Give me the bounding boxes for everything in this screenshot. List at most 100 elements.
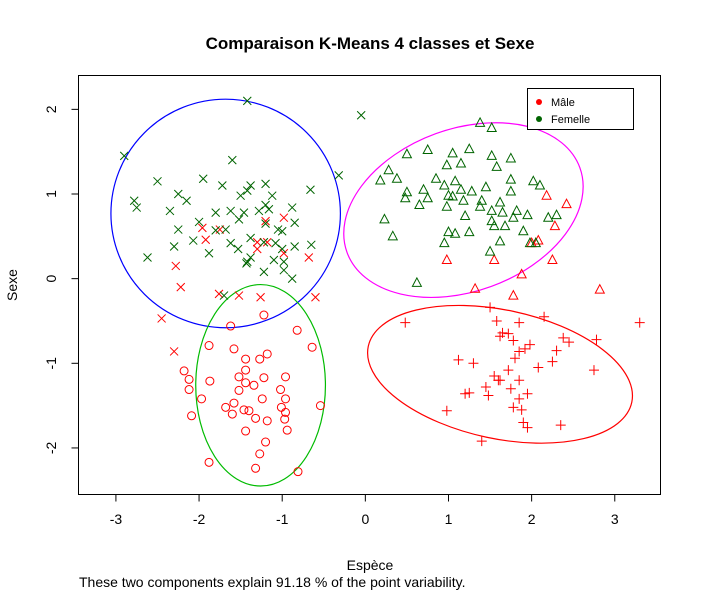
- point-male-36: [179, 366, 189, 376]
- point-female-102: [443, 226, 454, 237]
- point-male-65: [261, 437, 271, 447]
- point-male-95: [489, 370, 500, 381]
- point-female-90: [474, 200, 486, 211]
- x-tick-label: -1: [276, 511, 289, 527]
- point-female-23: [194, 217, 204, 227]
- point-female-9: [261, 179, 270, 189]
- point-female-92: [486, 204, 498, 215]
- point-male-110: [522, 422, 533, 433]
- point-female-28: [211, 226, 221, 235]
- point-female-47: [242, 259, 251, 268]
- point-female-105: [488, 220, 500, 231]
- point-male-37: [241, 365, 251, 375]
- point-male-73: [485, 302, 496, 313]
- y-tick-label: -1: [43, 357, 59, 370]
- point-female-29: [221, 225, 231, 234]
- point-female-2: [227, 155, 237, 165]
- point-male-23: [441, 253, 453, 265]
- point-male-20: [541, 189, 552, 200]
- point-female-61: [401, 148, 413, 159]
- point-female-91: [459, 209, 471, 221]
- point-female-74: [401, 186, 413, 197]
- point-female-69: [430, 172, 442, 183]
- cluster-ellipse-1: [110, 98, 342, 329]
- point-male-19: [516, 268, 527, 279]
- point-male-81: [524, 339, 535, 350]
- point-male-6: [262, 237, 272, 247]
- point-male-76: [514, 317, 525, 328]
- point-male-102: [460, 388, 471, 399]
- cluster-ellipses: [110, 98, 634, 487]
- point-female-71: [505, 173, 517, 184]
- point-male-98: [468, 358, 479, 369]
- point-female-77: [455, 183, 467, 194]
- point-male-0: [279, 213, 289, 223]
- point-male-109: [518, 417, 529, 428]
- point-female-111: [530, 237, 542, 248]
- point-male-50: [257, 394, 267, 404]
- point-male-83: [539, 311, 550, 322]
- point-female-64: [383, 164, 394, 175]
- point-male-32: [307, 342, 317, 352]
- point-male-108: [516, 404, 527, 415]
- legend-female-marker: [536, 116, 542, 122]
- point-female-38: [169, 242, 179, 251]
- point-male-2: [198, 223, 207, 233]
- point-female-43: [143, 253, 152, 262]
- point-male-104: [505, 383, 516, 394]
- point-female-94: [497, 206, 508, 217]
- point-female-32: [188, 236, 198, 245]
- point-female-21: [239, 208, 249, 217]
- point-male-55: [227, 409, 237, 419]
- point-female-54: [356, 110, 366, 120]
- point-male-1: [261, 216, 270, 226]
- point-male-60: [251, 413, 261, 423]
- cluster-ellipse-3: [195, 283, 327, 487]
- point-female-44: [246, 253, 255, 262]
- point-male-47: [276, 385, 286, 395]
- point-male-41: [241, 378, 251, 388]
- point-female-24: [234, 215, 244, 224]
- data-points: [119, 96, 645, 477]
- point-female-57: [463, 143, 475, 154]
- x-axis: -3 -2 -1 0 1 2 3: [110, 494, 619, 527]
- point-male-54: [244, 406, 254, 416]
- point-female-72: [527, 175, 539, 186]
- point-male-33: [262, 349, 272, 359]
- point-female-106: [499, 220, 511, 231]
- point-male-5: [171, 261, 181, 271]
- point-female-50: [287, 274, 297, 284]
- point-female-112: [484, 245, 496, 256]
- point-female-114: [306, 185, 315, 195]
- point-female-11: [182, 196, 191, 206]
- point-male-103: [464, 387, 475, 398]
- point-female-76: [438, 179, 450, 190]
- point-female-19: [287, 203, 297, 212]
- x-tick-label: -3: [110, 511, 123, 527]
- legend-female-label: Femelle: [551, 114, 590, 126]
- point-female-31: [277, 226, 287, 236]
- point-female-107: [517, 225, 529, 236]
- point-male-17: [532, 234, 544, 245]
- point-female-78: [466, 185, 478, 196]
- point-female-109: [494, 235, 506, 246]
- point-male-52: [315, 401, 325, 411]
- point-female-83: [443, 189, 454, 200]
- point-female-26: [290, 218, 300, 228]
- point-male-62: [280, 414, 290, 424]
- point-male-14: [157, 314, 166, 323]
- point-female-22: [254, 206, 264, 216]
- point-female-18: [264, 204, 274, 214]
- point-male-84: [551, 345, 562, 356]
- point-male-77: [503, 328, 514, 339]
- point-male-12: [214, 289, 224, 299]
- point-male-22: [561, 198, 572, 209]
- point-male-25: [547, 253, 558, 265]
- point-female-65: [441, 159, 453, 170]
- point-female-6: [217, 181, 227, 190]
- x-tick-label: -2: [193, 511, 206, 527]
- point-female-93: [511, 204, 522, 215]
- point-female-34: [246, 233, 255, 243]
- point-female-40: [277, 244, 287, 254]
- point-male-45: [234, 385, 244, 395]
